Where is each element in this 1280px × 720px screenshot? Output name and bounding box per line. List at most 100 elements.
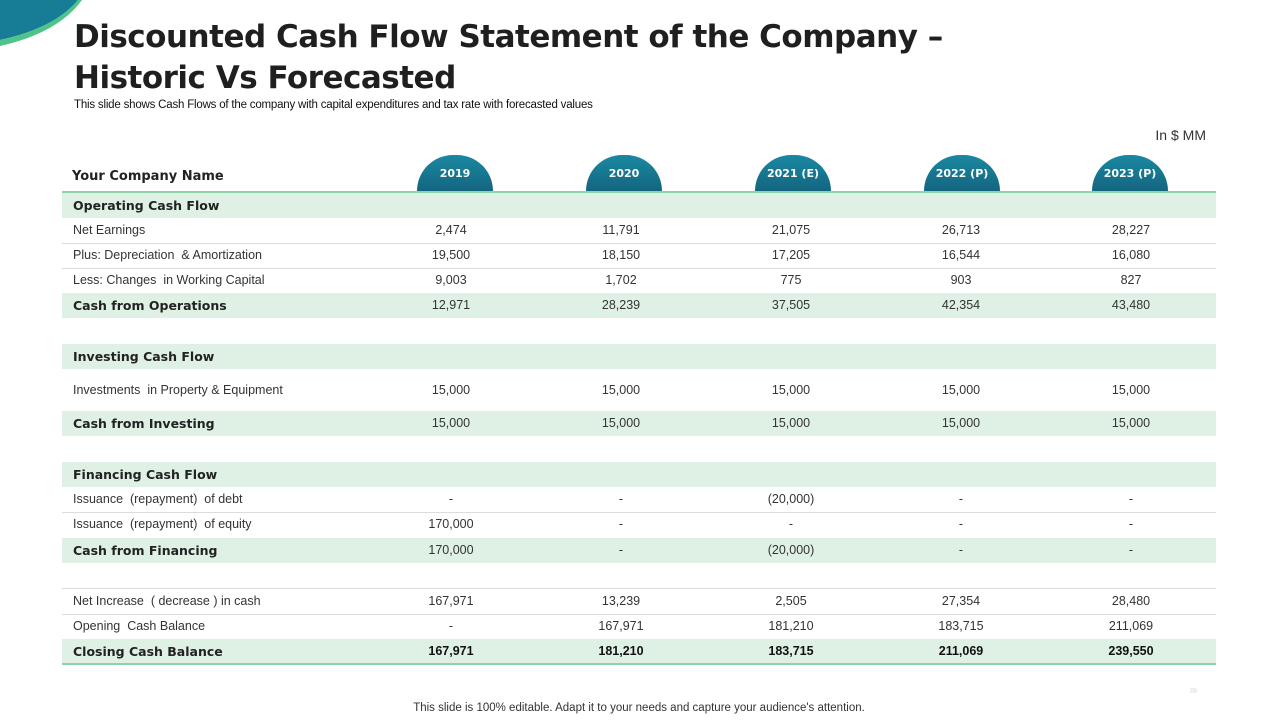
cell-2022: 15,000 — [941, 383, 981, 397]
bottom-rule — [62, 663, 1216, 665]
chevron-right-icon: ››› — [1189, 682, 1198, 697]
year-tab-2022: 2022 (P) — [924, 155, 1000, 191]
table-row: Net Earnings 2,474 11,791 21,075 26,713 … — [62, 218, 1216, 244]
cell-2023: - — [1128, 517, 1134, 531]
row-label: Cash from Investing — [73, 416, 215, 431]
cell-2019: - — [448, 619, 454, 633]
cell-2020: 28,239 — [601, 298, 641, 312]
cell-2020: 11,791 — [602, 223, 640, 237]
row-label: Investments in Property & Equipment — [73, 383, 283, 397]
cell-2023: 239,550 — [1108, 644, 1154, 658]
corner-decoration — [0, 0, 82, 46]
footer-note: This slide is 100% editable. Adapt it to… — [413, 702, 865, 714]
page-title: Discounted Cash Flow Statement of the Co… — [74, 19, 943, 96]
cell-2019: 167,971 — [428, 644, 474, 658]
cell-2023: 16,080 — [1111, 248, 1151, 262]
cell-2023: 211,069 — [1108, 619, 1154, 633]
cell-2022: 27,354 — [941, 594, 981, 608]
table-row: Issuance (repayment) of equity 170,000 -… — [62, 512, 1216, 537]
cell-2021: - — [788, 517, 794, 531]
row-label: Plus: Depreciation & Amortization — [73, 248, 262, 262]
cell-2021: 2,505 — [775, 594, 807, 608]
row-label: Investing Cash Flow — [73, 349, 215, 364]
page-subtitle: This slide shows Cash Flows of the compa… — [74, 99, 593, 111]
cell-2020: 13,239 — [601, 594, 641, 608]
year-tab-2020: 2020 — [586, 155, 662, 191]
cell-2019: 12,971 — [431, 298, 471, 312]
cell-2021: 37,505 — [771, 298, 811, 312]
cell-2022: 903 — [950, 273, 972, 287]
row-label: Financing Cash Flow — [73, 467, 218, 482]
cell-2019: 167,971 — [428, 594, 474, 608]
cell-2021: 183,715 — [768, 644, 814, 658]
subtotal-row-financing: Cash from Financing 170,000 - (20,000) -… — [62, 538, 1216, 563]
cell-2019: 19,500 — [431, 248, 471, 262]
cell-2023: 15,000 — [1111, 383, 1151, 397]
cell-2021: 181,210 — [768, 619, 814, 633]
row-label: Cash from Financing — [73, 543, 218, 558]
cell-2020: 15,000 — [601, 383, 641, 397]
cell-2019: 9,003 — [435, 273, 467, 287]
section-financing-cash-flow: Financing Cash Flow — [62, 462, 1216, 487]
subtotal-row-investing: Cash from Investing 15,000 15,000 15,000… — [62, 411, 1216, 436]
cell-2020: 15,000 — [601, 416, 641, 430]
cell-2019: 170,000 — [428, 543, 474, 557]
table-row: Less: Changes in Working Capital 9,003 1… — [62, 268, 1216, 293]
cell-2023: 28,480 — [1111, 594, 1151, 608]
table-row: Issuance (repayment) of debt - - (20,000… — [62, 487, 1216, 513]
cell-2021: 17,205 — [771, 248, 811, 262]
year-tab-2021: 2021 (E) — [755, 155, 831, 191]
cell-2019: 15,000 — [431, 383, 471, 397]
total-row-closing-cash: Closing Cash Balance 167,971 181,210 183… — [62, 639, 1216, 664]
cell-2021: 21,075 — [771, 223, 811, 237]
row-label: Operating Cash Flow — [73, 198, 220, 213]
cell-2022: 16,544 — [941, 248, 981, 262]
cell-2023: - — [1128, 543, 1134, 557]
unit-label: In $ MM — [1155, 127, 1206, 143]
cell-2021: (20,000) — [767, 543, 815, 557]
cell-2022: - — [958, 492, 964, 506]
section-operating-cash-flow: Operating Cash Flow — [62, 193, 1216, 218]
header-rule — [62, 191, 1216, 193]
cell-2020: - — [618, 517, 624, 531]
section-investing-cash-flow: Investing Cash Flow — [62, 344, 1216, 369]
subtotal-row-operations: Cash from Operations 12,971 28,239 37,50… — [62, 293, 1216, 318]
cell-2019: 170,000 — [428, 517, 474, 531]
cell-2020: 1,702 — [605, 273, 637, 287]
cell-2021: 15,000 — [771, 383, 811, 397]
cell-2023: 28,227 — [1111, 223, 1151, 237]
row-label: Closing Cash Balance — [73, 644, 223, 659]
cell-2021: 775 — [780, 273, 802, 287]
cell-2020: 18,150 — [601, 248, 641, 262]
company-name-label: Your Company Name — [72, 169, 224, 184]
cell-2022: - — [958, 517, 964, 531]
year-tab-2019: 2019 — [417, 155, 493, 191]
cell-2021: (20,000) — [767, 492, 815, 506]
row-label: Less: Changes in Working Capital — [73, 273, 265, 287]
table-row: Plus: Depreciation & Amortization 19,500… — [62, 243, 1216, 269]
table-row: Net Increase ( decrease ) in cash 167,97… — [62, 589, 1216, 615]
cell-2023: 827 — [1120, 273, 1142, 287]
row-label: Issuance (repayment) of equity — [73, 517, 252, 531]
row-label: Cash from Operations — [73, 298, 227, 313]
table-row: Investments in Property & Equipment 15,0… — [62, 378, 1216, 403]
cell-2019: - — [448, 492, 454, 506]
cell-2021: 15,000 — [771, 416, 811, 430]
cell-2020: 167,971 — [598, 619, 644, 633]
cell-2022: 211,069 — [938, 644, 984, 658]
year-tab-2023: 2023 (P) — [1092, 155, 1168, 191]
table-row: Opening Cash Balance - 167,971 181,210 1… — [62, 614, 1216, 639]
cell-2023: 15,000 — [1111, 416, 1151, 430]
cell-2019: 2,474 — [435, 223, 467, 237]
cell-2020: 181,210 — [598, 644, 644, 658]
row-label: Issuance (repayment) of debt — [73, 492, 243, 506]
row-label: Opening Cash Balance — [73, 619, 206, 633]
row-label: Net Increase ( decrease ) in cash — [73, 594, 261, 608]
row-label: Net Earnings — [73, 223, 146, 237]
cell-2020: - — [618, 543, 624, 557]
cell-2023: - — [1128, 492, 1134, 506]
cell-2022: - — [958, 543, 964, 557]
cell-2023: 43,480 — [1111, 298, 1151, 312]
cell-2020: - — [618, 492, 624, 506]
cell-2022: 26,713 — [941, 223, 981, 237]
